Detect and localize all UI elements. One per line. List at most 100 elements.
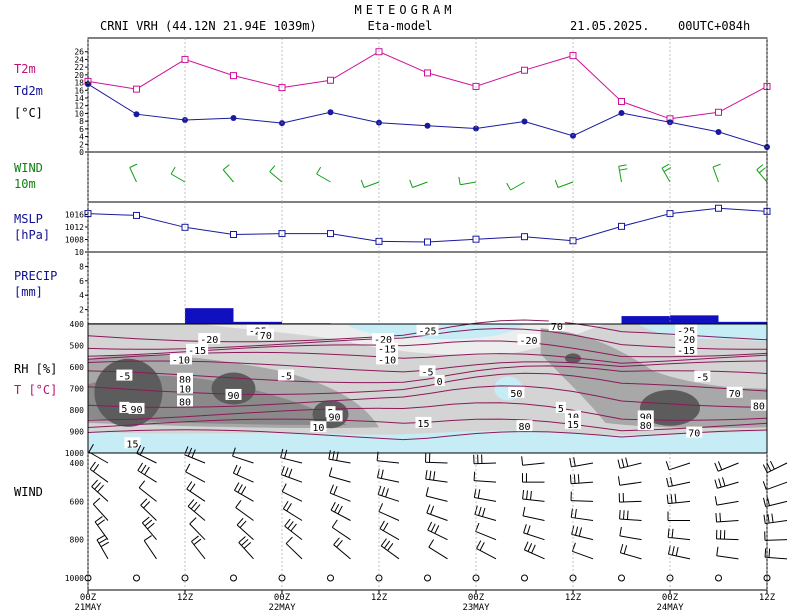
wind-profile-flag	[240, 486, 247, 495]
wind-profile-shaft	[282, 491, 303, 502]
precip-bar	[621, 316, 670, 324]
wind-profile-flag	[100, 541, 110, 548]
wind10-barb	[360, 179, 380, 188]
temp-ytick-label: 14	[74, 94, 84, 103]
rh-contour-label: 80	[518, 422, 530, 433]
wind-profile-flag	[714, 479, 718, 489]
rh-contour-label-box	[637, 410, 654, 422]
xtick-label: 12Z	[565, 593, 582, 603]
wind10-unit-label: 10m	[14, 177, 36, 191]
rh-contour-label-box	[637, 419, 654, 431]
wind-profile-flag	[619, 509, 621, 520]
isotherm-label-box	[124, 437, 141, 449]
wind-profile-shaft	[233, 472, 254, 483]
wind-profile-shaft	[91, 486, 109, 502]
wind-profile-flag	[764, 548, 767, 558]
wind-profile-flag	[569, 457, 572, 467]
wind-profile-flag	[425, 470, 428, 480]
wind-profile-shaft	[426, 495, 448, 502]
wind10-barb-flag	[360, 179, 365, 188]
wind-profile-flag	[281, 483, 287, 492]
wind-profile-barb	[377, 485, 400, 502]
wind-profile-flag	[626, 510, 629, 520]
wind-profile-barb	[234, 482, 254, 502]
wind-profile-flag	[234, 482, 240, 491]
wind-calm-circle	[618, 574, 625, 582]
temp-ytick-label: 22	[74, 63, 84, 72]
wind-profile-flag	[429, 470, 432, 480]
xtick-label: 00Z	[468, 593, 485, 603]
precip-ytick-label: 2	[79, 306, 84, 315]
wind-profile-flag	[578, 527, 583, 537]
precip-ytick-label: 6	[79, 277, 84, 286]
wind-profile-flag	[377, 485, 382, 495]
wind-profile-shaft	[184, 454, 206, 464]
rh-contour-label: 70	[260, 331, 272, 342]
isotherm-line	[87, 365, 768, 384]
wind-profile-flag	[290, 523, 297, 532]
wind-profile-flag	[617, 459, 621, 469]
wind-profile-flag	[143, 535, 152, 542]
temp-ytick-label: 24	[74, 55, 84, 64]
wind-profile-shaft	[668, 462, 691, 471]
wind-profile-shaft	[474, 480, 497, 483]
wind-profile-flag	[89, 461, 96, 470]
wind-profile-barb	[570, 491, 594, 502]
temp-ytick-label: 2	[79, 140, 84, 149]
precip-ytick-label: 4	[79, 291, 84, 300]
wind-profile-barb	[763, 513, 788, 525]
td2m-point	[618, 110, 625, 117]
rh-dry-lower	[88, 430, 767, 453]
wind-profile-barb	[617, 476, 642, 486]
isotherm-label-box	[169, 353, 192, 365]
wind-profile-barb	[330, 501, 351, 521]
wind10-barb	[269, 165, 283, 183]
wind-profile-barb	[331, 519, 351, 541]
wind-profile-shaft	[186, 488, 206, 502]
wind10-barb-shaft	[712, 166, 719, 183]
wind-profile-flag	[523, 524, 527, 534]
wind-profile-barb	[521, 456, 545, 466]
wind-profile-barb	[427, 521, 448, 541]
wind-profile-flag	[380, 469, 384, 479]
wind-profile-barb	[473, 488, 497, 502]
wind-profile-flag	[284, 467, 289, 477]
wind-profile-barb	[426, 504, 448, 521]
wind10-barb-shaft	[363, 181, 380, 188]
temp-ytick-label: 8	[79, 117, 84, 126]
rh-contour-label: 80	[179, 397, 191, 408]
wind-profile-barb	[666, 493, 691, 505]
wind-profile-flag	[136, 445, 142, 454]
isotherm-label: 10	[312, 423, 324, 434]
wind10-barb-shaft	[269, 171, 283, 183]
wind-profile-flag	[716, 546, 719, 556]
day-label: 23MAY	[462, 603, 490, 612]
rh-core-2	[211, 372, 256, 405]
wind-profile-shaft	[285, 543, 303, 560]
wind-profile-flag	[619, 526, 622, 536]
wind-profile-flag	[138, 480, 146, 489]
wind-profile-flag	[570, 508, 573, 518]
wind-profile-shaft	[767, 462, 788, 474]
t2m-label: T2m	[14, 62, 36, 76]
wind-profile-shaft	[185, 471, 206, 483]
day-label: 22MAY	[268, 603, 296, 612]
wind10-barb-shaft	[557, 181, 574, 188]
td2m-point	[424, 122, 431, 129]
wind-profile-shaft	[428, 546, 448, 560]
wind-profile-flag	[332, 450, 335, 460]
rh-contour-label: 70	[729, 389, 741, 400]
rh-contour-label: 80	[179, 375, 191, 386]
precip-unit-label: [mm]	[14, 285, 43, 299]
wind10-barb-shaft	[129, 167, 137, 183]
td2m-point	[133, 111, 140, 118]
wind-profile-flag	[669, 477, 673, 487]
wind-profile-flag	[670, 494, 673, 504]
isotherm-label-box	[565, 417, 581, 429]
wind-profile-flag	[285, 536, 293, 544]
wind-profile-barb	[473, 471, 497, 483]
rh-ytick-label: 800	[70, 406, 85, 415]
wind-profile-flag	[666, 477, 669, 487]
mslp-point	[618, 222, 625, 230]
wind10-barb-flag	[170, 166, 176, 175]
